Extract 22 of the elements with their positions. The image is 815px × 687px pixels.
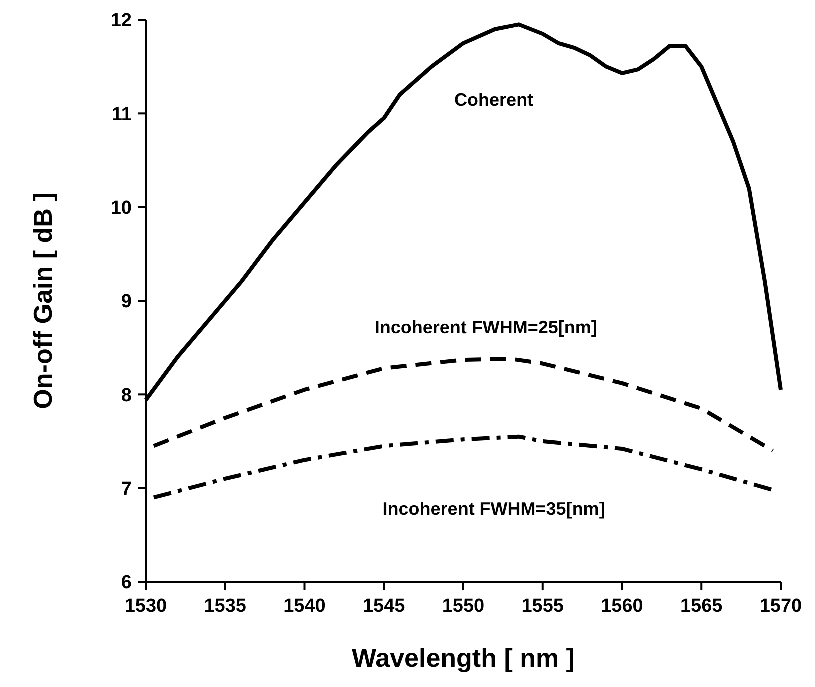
y-tick-label: 8: [121, 385, 132, 406]
x-tick-label: 1530: [124, 596, 168, 617]
y-tick-label: 7: [121, 478, 132, 500]
y-tick-label: 12: [110, 10, 132, 32]
x-tick-label: 1535: [204, 596, 247, 617]
y-tick-label: 10: [110, 198, 132, 219]
x-axis-title: Wavelength [ nm ]: [352, 643, 575, 673]
y-tick-label: 6: [121, 572, 132, 594]
series-label: Incoherent FWHM=25[nm]: [374, 317, 598, 338]
x-tick-label: 1545: [362, 596, 406, 617]
x-tick-label: 1560: [601, 596, 644, 617]
x-tick-label: 1555: [522, 596, 564, 617]
x-tick-label: 1570: [760, 596, 802, 617]
series-label: Coherent: [454, 90, 534, 110]
y-tick-label: 9: [121, 292, 132, 313]
y-tick-label: 11: [112, 104, 132, 126]
x-tick-label: 1550: [442, 596, 485, 617]
line-series: [152, 357, 776, 453]
x-tick-label: 1565: [680, 596, 724, 617]
y-axis-title: On-off Gain [ dB ]: [28, 192, 58, 410]
text: Incoherent FWHM=35[nm]: [382, 499, 606, 520]
x-tick-label: 1540: [284, 596, 326, 617]
